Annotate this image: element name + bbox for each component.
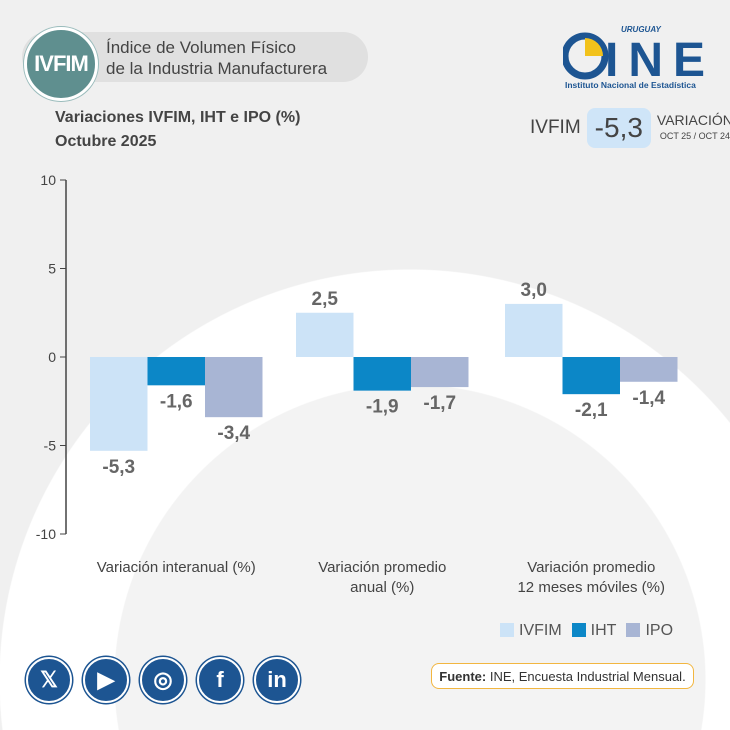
- x-icon[interactable]: 𝕏: [26, 657, 72, 703]
- y-tick-label: 0: [48, 349, 56, 365]
- subtitle-line2: Octubre 2025: [55, 133, 157, 150]
- y-tick-label: 10: [40, 172, 56, 188]
- kpi-value: -5,3: [586, 108, 651, 148]
- kpi-period: OCT 25 / OCT 24: [659, 131, 730, 141]
- data-label: -1,7: [423, 393, 456, 414]
- svg-text:Instituto Nacional de Estadíst: Instituto Nacional de Estadística: [565, 80, 696, 90]
- data-label: -3,4: [217, 423, 250, 444]
- category-label: anual (%): [350, 579, 414, 596]
- bar-ipo: [205, 357, 263, 418]
- kpi-name: IVFIM: [530, 117, 581, 138]
- ine-logo: URUGUAY INE Instituto Nacional de Estadí…: [563, 25, 705, 90]
- category-label: Variación promedio: [318, 559, 446, 576]
- kpi-label-text: VARIACIÓN: [656, 112, 730, 128]
- bar-iht: [562, 357, 620, 395]
- facebook-icon[interactable]: f: [197, 657, 243, 703]
- bar-ivfim: [296, 312, 354, 357]
- bar-ivfim: [505, 303, 563, 357]
- bar-ipo: [620, 357, 678, 382]
- data-label: -1,9: [366, 397, 399, 418]
- subtitle-line1: Variaciones IVFIM, IHT e IPO (%): [55, 109, 301, 126]
- linkedin-icon[interactable]: in: [254, 657, 300, 703]
- y-tick-label: 5: [48, 261, 56, 277]
- title-line2: de la Industria Manufacturera: [106, 59, 328, 78]
- y-tick-label: -5: [44, 438, 57, 454]
- category-label: Variación promedio: [527, 559, 655, 576]
- data-label: -2,1: [575, 400, 608, 421]
- category-label: 12 meses móviles (%): [517, 579, 665, 596]
- instagram-icon[interactable]: ◎: [140, 657, 186, 703]
- source-label: Fuente:: [439, 668, 487, 684]
- bar-iht: [353, 357, 411, 391]
- y-tick-label: -10: [36, 526, 56, 542]
- data-label: -1,4: [632, 388, 665, 409]
- source-note: Fuente: INE, Encuesta Industrial Mensual…: [431, 663, 694, 689]
- svg-text:URUGUAY: URUGUAY: [621, 25, 662, 34]
- data-label: 2,5: [312, 289, 339, 310]
- data-label: 3,0: [521, 280, 547, 301]
- legend-iht: IHT: [571, 622, 616, 640]
- data-label: -5,3: [102, 457, 135, 478]
- source-text: INE, Encuesta Industrial Mensual.: [486, 668, 686, 684]
- kpi-box: IVFIM -5,3 VARIACIÓN OCT 25 / OCT 24: [530, 108, 730, 148]
- youtube-icon[interactable]: ▶: [83, 657, 129, 703]
- bar-ipo: [411, 357, 469, 388]
- title-line1: Índice de Volumen Físico: [106, 38, 296, 57]
- bar-chart: 10 5 0 -5 -10 -5,3 -1,6 -3,4 Variación interanua…: [36, 172, 678, 596]
- bar-ivfim: [90, 357, 148, 451]
- legend-ipo: IPO: [626, 622, 673, 640]
- legend: IVFIM IHT IPO: [500, 622, 673, 640]
- social-links: 𝕏 ▶ ◎ f in: [26, 657, 300, 703]
- category-label: Variación interanual (%): [97, 559, 256, 576]
- chart-subtitle: Variaciones IVFIM, IHT e IPO (%) Octubre …: [55, 106, 300, 154]
- bar-iht: [147, 357, 205, 386]
- ivfim-badge: IVFIM: [24, 27, 98, 101]
- data-label: -1,6: [160, 391, 193, 412]
- legend-ivfim: IVFIM: [500, 622, 562, 640]
- kpi-label: VARIACIÓN OCT 25 / OCT 24: [657, 112, 730, 144]
- page-title: Índice de Volumen Físico de la Industria …: [106, 37, 327, 79]
